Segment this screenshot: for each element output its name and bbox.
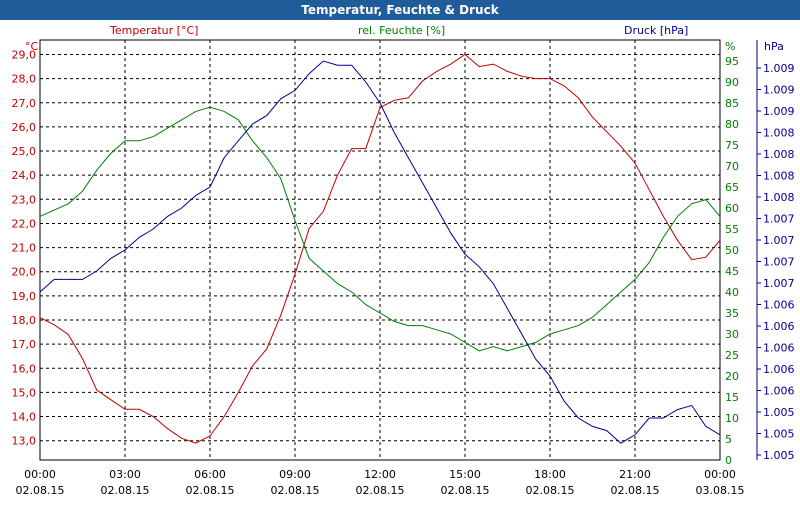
- y-tick-pressure: 1.005: [763, 428, 795, 441]
- x-tick-time: 09:00: [279, 468, 311, 481]
- y-tick-humidity: 90: [725, 76, 739, 89]
- y-tick-temperature: 19,0: [12, 290, 37, 303]
- y-tick-humidity: 95: [725, 55, 739, 68]
- grid-layer: [40, 40, 720, 460]
- x-tick-date: 02.08.15: [101, 484, 150, 497]
- y-tick-temperature: 23,0: [12, 193, 37, 206]
- y-tick-pressure: 1.005: [763, 449, 795, 462]
- y-tick-pressure: 1.007: [763, 213, 795, 226]
- y-tick-humidity: 85: [725, 97, 739, 110]
- x-tick-date: 02.08.15: [356, 484, 405, 497]
- y-tick-humidity: 70: [725, 160, 739, 173]
- y-tick-pressure: 1.006: [763, 363, 795, 376]
- y-tick-temperature: 25,0: [12, 145, 37, 158]
- y-tick-pressure: 1.007: [763, 234, 795, 247]
- y-tick-humidity: 60: [725, 202, 739, 215]
- y-tick-humidity: 5: [725, 433, 732, 446]
- x-tick-time: 03:00: [109, 468, 141, 481]
- pressure-axis-label: Druck [hPa]: [624, 24, 688, 37]
- x-tick-date: 02.08.15: [526, 484, 575, 497]
- x-tick-time: 00:00: [24, 468, 56, 481]
- y-tick-temperature: 20,0: [12, 266, 37, 279]
- y-tick-humidity: 50: [725, 244, 739, 257]
- y-tick-humidity: 15: [725, 391, 739, 404]
- y-tick-humidity: 75: [725, 139, 739, 152]
- x-tick-date: 02.08.15: [16, 484, 65, 497]
- humidity-axis-label: rel. Feuchte [%]: [358, 24, 445, 37]
- y-tick-pressure: 1.009: [763, 62, 795, 75]
- x-tick-time: 06:00: [194, 468, 226, 481]
- y-tick-temperature: 21,0: [12, 242, 37, 255]
- y-tick-temperature: 15,0: [12, 386, 37, 399]
- x-tick-time: 21:00: [619, 468, 651, 481]
- y-tick-temperature: 14,0: [12, 411, 37, 424]
- x-tick-date: 03.08.15: [696, 484, 745, 497]
- y-tick-pressure: 1.005: [763, 406, 795, 419]
- y-tick-humidity: 45: [725, 265, 739, 278]
- series-line-pressure: [39, 60, 721, 444]
- y-tick-temperature: 17,0: [12, 338, 37, 351]
- x-tick-date: 02.08.15: [271, 484, 320, 497]
- x-tick-time: 15:00: [449, 468, 481, 481]
- x-tick-time: 12:00: [364, 468, 396, 481]
- y-tick-humidity: 55: [725, 223, 739, 236]
- y-tick-humidity: 40: [725, 286, 739, 299]
- series-layer: [39, 53, 721, 444]
- y-tick-pressure: 1.006: [763, 385, 795, 398]
- y-tick-humidity: 35: [725, 307, 739, 320]
- y-tick-pressure: 1.008: [763, 170, 795, 183]
- temperature-unit: °C: [25, 40, 39, 53]
- pressure-unit: hPa: [764, 40, 784, 53]
- y-tick-pressure: 1.007: [763, 256, 795, 269]
- y-tick-temperature: 27,0: [12, 97, 37, 110]
- y-tick-humidity: 80: [725, 118, 739, 131]
- y-tick-temperature: 26,0: [12, 121, 37, 134]
- y-tick-temperature: 29,0: [12, 48, 37, 61]
- y-tick-temperature: 18,0: [12, 314, 37, 327]
- x-tick-date: 02.08.15: [441, 484, 490, 497]
- y-tick-pressure: 1.009: [763, 84, 795, 97]
- x-tick-time: 18:00: [534, 468, 566, 481]
- y-tick-temperature: 13,0: [12, 435, 37, 448]
- y-tick-pressure: 1.006: [763, 342, 795, 355]
- y-tick-humidity: 20: [725, 370, 739, 383]
- y-tick-temperature: 28,0: [12, 73, 37, 86]
- y-tick-humidity: 10: [725, 412, 739, 425]
- series-line-humidity: [39, 106, 721, 352]
- x-tick-time: 00:00: [704, 468, 736, 481]
- y-tick-pressure: 1.008: [763, 127, 795, 140]
- y-tick-pressure: 1.006: [763, 299, 795, 312]
- title-bar: [0, 0, 800, 20]
- x-tick-date: 02.08.15: [186, 484, 235, 497]
- y-tick-pressure: 1.009: [763, 105, 795, 118]
- y-tick-temperature: 24,0: [12, 169, 37, 182]
- y-tick-temperature: 16,0: [12, 362, 37, 375]
- y-tick-temperature: 22,0: [12, 217, 37, 230]
- y-tick-pressure: 1.007: [763, 277, 795, 290]
- axes-layer: 00:00 02.08.15 03:00 02.08.15 06:00 02.08.15 0…: [12, 24, 795, 497]
- y-tick-humidity: 30: [725, 328, 739, 341]
- y-tick-pressure: 1.008: [763, 191, 795, 204]
- temperature-axis-label: Temperatur [°C]: [109, 24, 198, 37]
- humidity-unit: %: [725, 40, 735, 53]
- y-tick-humidity: 0: [725, 454, 732, 467]
- x-tick-date: 02.08.15: [611, 484, 660, 497]
- y-tick-humidity: 25: [725, 349, 739, 362]
- y-tick-pressure: 1.008: [763, 148, 795, 161]
- y-tick-pressure: 1.006: [763, 320, 795, 333]
- y-tick-humidity: 65: [725, 181, 739, 194]
- chart-title: Temperatur, Feuchte & Druck: [301, 3, 499, 17]
- series-line-temperature: [39, 53, 721, 444]
